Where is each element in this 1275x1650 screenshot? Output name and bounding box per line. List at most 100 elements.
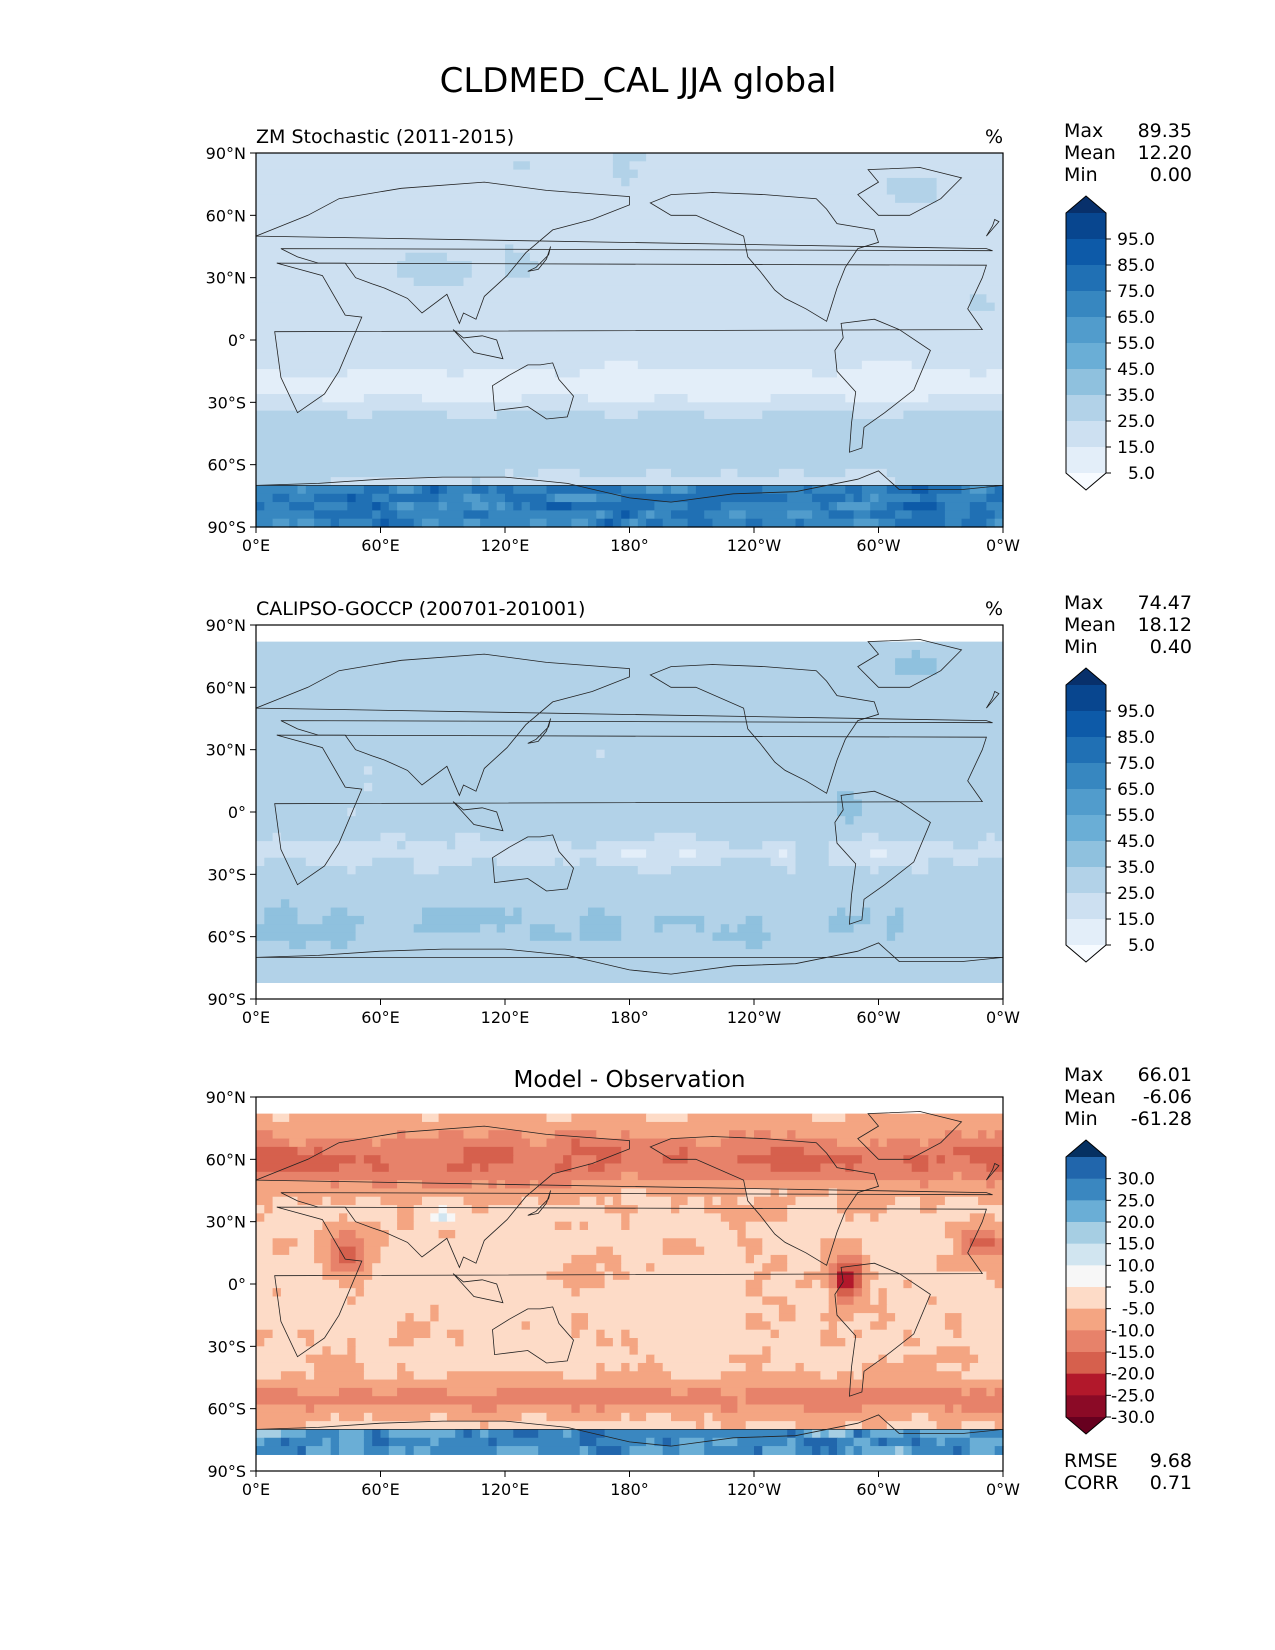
stat-value: 12.20 — [1138, 142, 1192, 164]
panel-left-title: CALIPSO-GOCCP (200701-201001) — [256, 598, 585, 620]
colorbar: 30.025.020.015.010.05.0-5.0-10.0-15.0-20… — [1065, 1139, 1155, 1435]
stat-value: 66.01 — [1138, 1064, 1192, 1086]
colorbar-tick-label: 95.0 — [1117, 702, 1155, 722]
figure-title: CLDMED_CAL JJA global — [440, 61, 837, 101]
colorbar-tick-label: 45.0 — [1117, 832, 1155, 852]
lat-tick-label: 30°S — [207, 1337, 246, 1356]
colorbar-tick-label: 5.0 — [1128, 936, 1155, 956]
stat-label: Mean — [1064, 142, 1116, 164]
lat-tick-label: 90°S — [207, 518, 246, 537]
lon-tick-label: 120°E — [481, 1008, 530, 1027]
stat-value: 89.35 — [1138, 120, 1192, 142]
lon-tick-label: 180° — [610, 1480, 649, 1499]
panel-model: ZM Stochastic (2011-2015) % 90°N 60°N 30°N 0°… — [206, 120, 1192, 555]
lat-tick-label: 30°N — [206, 269, 246, 288]
colorbar-tick-label: 20.0 — [1117, 1213, 1155, 1233]
lat-tick-label: 0° — [228, 331, 246, 350]
coastlines — [256, 639, 1003, 975]
lon-tick-label: 0°E — [242, 1480, 270, 1499]
metric-label: CORR — [1064, 1472, 1119, 1494]
panel-center-title: Model - Observation — [513, 1067, 745, 1093]
lon-tick-label: 120°W — [727, 536, 782, 555]
lon-tick-label: 60°W — [856, 1008, 900, 1027]
colorbar-tick-label: 65.0 — [1117, 780, 1155, 800]
colorbar-tick-label: 5.0 — [1128, 1278, 1155, 1298]
lat-tick-label: 30°S — [207, 865, 246, 884]
stat-label: Mean — [1064, 614, 1116, 636]
lat-tick-label: 30°N — [206, 741, 246, 760]
map-field — [256, 1113, 1004, 1455]
lon-tick-label: 60°W — [856, 1480, 900, 1499]
lat-tick-label: 90°S — [207, 1462, 246, 1481]
colorbar-tick-label: 25.0 — [1117, 884, 1155, 904]
lon-tick-label: 0°E — [242, 536, 270, 555]
colorbar-tick-label: 95.0 — [1117, 230, 1155, 250]
stat-value: -61.28 — [1131, 1108, 1192, 1130]
map-field — [256, 153, 1004, 528]
colorbar-tick-label: 15.0 — [1117, 1235, 1155, 1255]
colorbar-tick-label: -15.0 — [1111, 1343, 1155, 1363]
lon-tick-label: 120°E — [481, 536, 530, 555]
lat-tick-label: 30°S — [207, 393, 246, 412]
panel-obs: CALIPSO-GOCCP (200701-201001) % 90°N 60°N 30… — [206, 592, 1192, 1027]
colorbar-tick-label: 15.0 — [1117, 910, 1155, 930]
lat-tick-label: 90°N — [206, 144, 246, 163]
metric-label: RMSE — [1064, 1450, 1118, 1472]
colorbar: 95.0 85.0 75.0 65.0 55.0 45.0 35.0 25.0 15.0 5.0 — [1065, 667, 1155, 963]
colorbar-tick-label: -10.0 — [1111, 1321, 1155, 1341]
lat-tick-label: 90°S — [207, 990, 246, 1009]
lat-tick-label: 60°N — [206, 1150, 246, 1169]
lon-tick-label: 180° — [610, 536, 649, 555]
lat-tick-label: 60°N — [206, 678, 246, 697]
lon-tick-label: 180° — [610, 1008, 649, 1027]
stat-value: 18.12 — [1138, 614, 1192, 636]
lon-tick-label: 120°W — [727, 1480, 782, 1499]
stat-value: -6.06 — [1143, 1086, 1192, 1108]
panel-units: % — [985, 598, 1003, 620]
stat-label: Mean — [1064, 1086, 1116, 1108]
lon-tick-label: 0°W — [986, 1480, 1020, 1499]
lon-tick-label: 60°E — [361, 1480, 399, 1499]
panel-diff: Model - Observation 90°N 60°N 30°N 0° 30°S 60°… — [206, 1064, 1192, 1499]
stat-value: 74.47 — [1138, 592, 1192, 614]
metric-value: 0.71 — [1150, 1472, 1192, 1494]
stat-value: 0.40 — [1150, 636, 1192, 658]
lat-tick-label: 60°S — [207, 456, 246, 475]
colorbar-tick-label: 35.0 — [1117, 858, 1155, 878]
stat-label: Min — [1064, 636, 1098, 658]
lon-tick-label: 0°E — [242, 1008, 270, 1027]
lon-tick-label: 60°E — [361, 1008, 399, 1027]
colorbar-tick-label: 85.0 — [1117, 728, 1155, 748]
lon-tick-label: 60°E — [361, 536, 399, 555]
lon-tick-label: 120°E — [481, 1480, 530, 1499]
colorbar-tick-label: 25.0 — [1117, 412, 1155, 432]
lat-tick-label: 0° — [228, 803, 246, 822]
colorbar-tick-label: 25.0 — [1117, 1191, 1155, 1211]
lon-tick-label: 0°W — [986, 536, 1020, 555]
colorbar-tick-label: 55.0 — [1117, 806, 1155, 826]
lon-tick-label: 60°W — [856, 536, 900, 555]
stat-label: Min — [1064, 1108, 1098, 1130]
lon-tick-label: 0°W — [986, 1008, 1020, 1027]
colorbar-tick-label: 85.0 — [1117, 256, 1155, 276]
coastlines — [256, 167, 1003, 503]
lat-tick-label: 90°N — [206, 1088, 246, 1107]
colorbar-tick-label: 15.0 — [1117, 438, 1155, 458]
colorbar-tick-label: 45.0 — [1117, 360, 1155, 380]
colorbar-tick-label: 75.0 — [1117, 754, 1155, 774]
lat-tick-label: 60°S — [207, 1400, 246, 1419]
metric-value: 9.68 — [1150, 1450, 1192, 1472]
colorbar-tick-label: 35.0 — [1117, 386, 1155, 406]
lat-tick-label: 30°N — [206, 1213, 246, 1232]
colorbar-tick-label: -20.0 — [1111, 1365, 1155, 1385]
stat-label: Max — [1064, 592, 1103, 614]
stat-label: Max — [1064, 1064, 1103, 1086]
stat-label: Max — [1064, 120, 1103, 142]
colorbar-tick-label: 5.0 — [1128, 464, 1155, 484]
panels: ZM Stochastic (2011-2015) % 90°N 60°N 30°N 0°… — [206, 120, 1192, 1499]
lat-tick-label: 0° — [228, 1275, 246, 1294]
panel-units: % — [985, 126, 1003, 148]
lat-tick-label: 60°N — [206, 206, 246, 225]
map-field — [256, 641, 1004, 983]
